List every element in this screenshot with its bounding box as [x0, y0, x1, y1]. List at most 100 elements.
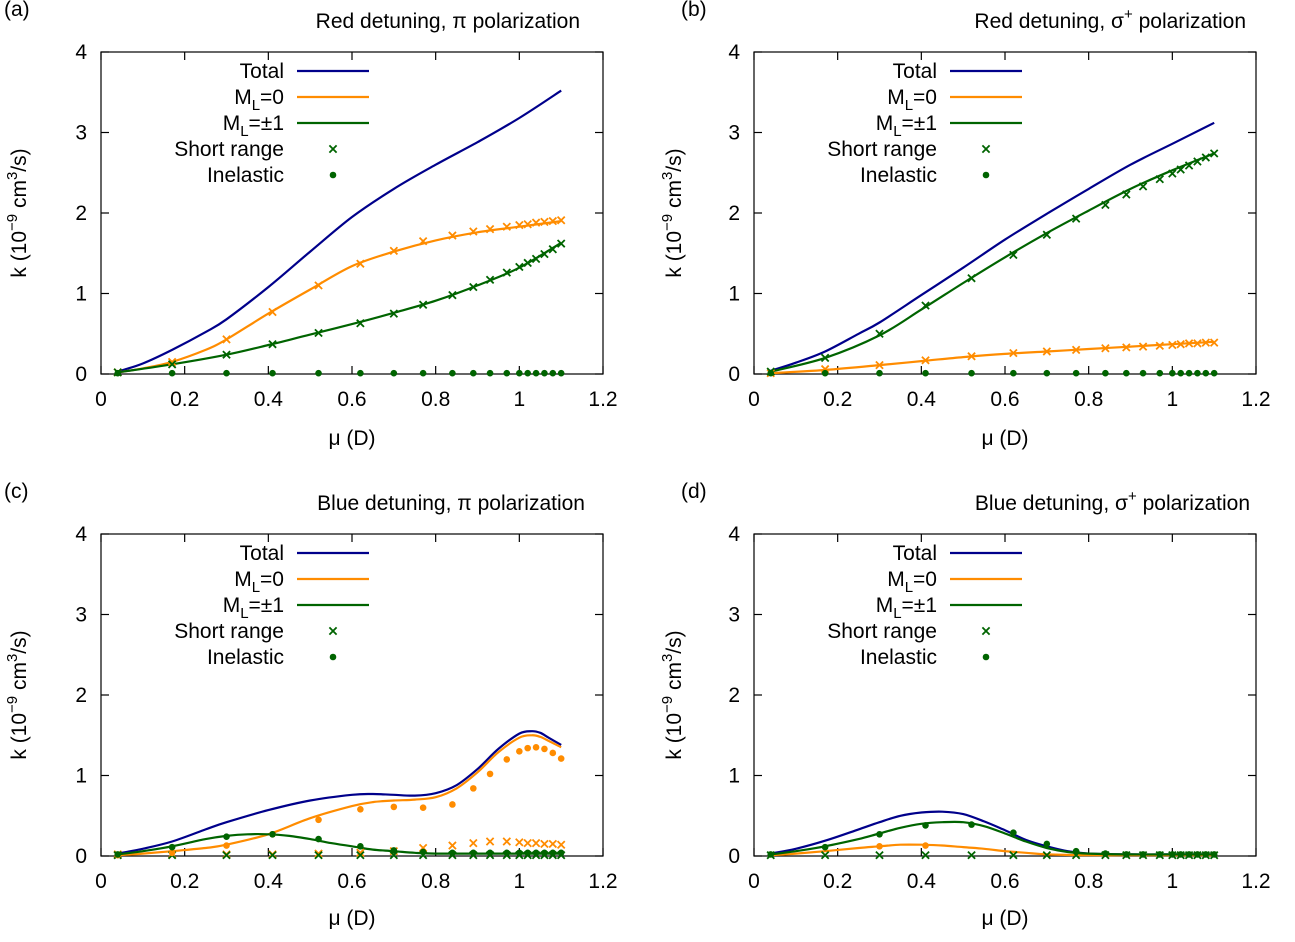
inelastic-point [419, 848, 427, 856]
chart-title-text: Blue detuning, π polarization [317, 492, 585, 515]
short-range-point [389, 246, 399, 256]
inelastic-point [767, 851, 775, 858]
series-line-total [770, 121, 1215, 372]
short-range-point [469, 838, 478, 848]
y-axis-label: k (10−9 cm3/s) [659, 630, 686, 759]
inelastic-point [1185, 851, 1193, 858]
series-line-ml0 [117, 734, 562, 857]
inelastic-point [516, 849, 523, 857]
chart-title: Red detuning, σ+ polarization [974, 6, 1246, 33]
inelastic-point [315, 816, 322, 824]
short-range-point [1122, 343, 1131, 352]
short-range-point [1042, 347, 1052, 356]
inelastic-point [114, 369, 122, 377]
x-axis-label: μ (D) [981, 427, 1028, 450]
short-range-point [540, 249, 549, 259]
inelastic-point [541, 849, 548, 857]
short-range-point [875, 329, 884, 338]
inelastic-point [269, 830, 276, 838]
chart-panel-2: (b) Red detuning, σ+ polarization 0 0.2 0.4 0… [659, 0, 1271, 450]
legend-label: ML=0 [234, 568, 284, 596]
plot-frame [753, 51, 1257, 375]
short-range-point [875, 360, 884, 370]
x-tick-label: 1.2 [588, 870, 617, 893]
legend-label: Inelastic [860, 646, 937, 669]
legend-label: Total [240, 60, 284, 83]
short-range-point [1071, 345, 1081, 355]
y-tick-label: 0 [75, 363, 87, 386]
x-tick-label: 1.2 [1241, 388, 1270, 411]
inelastic-point [114, 851, 122, 858]
x-tick-label: 1 [513, 388, 525, 411]
inelastic-point [1010, 369, 1017, 377]
short-range-point [222, 350, 231, 359]
short-range-point [448, 290, 457, 300]
y-label-part: cm [8, 662, 31, 696]
y-tick-label: 0 [75, 845, 87, 868]
short-range-point [1009, 348, 1018, 358]
inelastic-point [357, 369, 364, 377]
legend-text: M [234, 86, 252, 109]
chart-title-text: Red detuning, σ [974, 10, 1124, 33]
series-line-total [117, 89, 562, 373]
short-range-point [1168, 340, 1177, 350]
legend-text: Total [240, 542, 284, 565]
short-range-point [314, 849, 323, 858]
inelastic-point [922, 842, 929, 849]
short-range-point [389, 850, 399, 860]
y-label-part: /s) [8, 630, 31, 653]
y-label-superscript: −9 [659, 214, 676, 231]
legend-text-rest: =0 [913, 86, 937, 109]
short-range-point [515, 262, 524, 272]
y-label-part: k (10 [663, 713, 686, 760]
inelastic-point [1194, 369, 1201, 377]
legend-subscript: L [905, 97, 913, 114]
series-line-ml1 [770, 152, 1215, 373]
plot-frame [100, 533, 604, 857]
short-range-point [1184, 161, 1194, 170]
y-label-part: /s) [663, 148, 686, 171]
short-range-point [222, 850, 231, 860]
short-range-point [469, 282, 478, 292]
inelastic-point [1043, 840, 1051, 848]
short-range-point [1209, 149, 1219, 158]
inelastic-point [390, 847, 398, 854]
legend-text: Total [893, 60, 937, 83]
inelastic-point [1210, 851, 1218, 858]
inelastic-point [390, 803, 398, 811]
inelastic-point [1177, 851, 1184, 858]
y-tick-label: 0 [728, 845, 740, 868]
short-range-point [540, 839, 549, 849]
inelastic-point [1169, 369, 1176, 377]
short-range-point [921, 301, 930, 310]
series-line-total [117, 730, 562, 855]
y-tick-label: 2 [75, 202, 87, 225]
short-range-point [1193, 157, 1202, 166]
chart-panel-4: (d) Blue detuning, σ+ polarization 0 0.2 0.4… [659, 480, 1271, 930]
x-tick-label: 0 [95, 870, 107, 893]
short-range-point [268, 339, 277, 349]
x-tick-label: 0.8 [421, 388, 450, 411]
legend-text: M [876, 112, 894, 135]
y-label-part: k (10 [663, 231, 686, 278]
x-tick-label: 1 [1166, 870, 1178, 893]
short-range-point [921, 850, 930, 860]
short-range-point [531, 218, 541, 227]
legend-subscript: L [893, 123, 901, 140]
short-range-point [1138, 342, 1148, 351]
legend-text: M [887, 568, 905, 591]
legend-dot-sample [329, 171, 337, 179]
y-label-superscript: 3 [4, 654, 21, 662]
inelastic-point [449, 849, 456, 857]
short-range-point [515, 220, 524, 230]
legend-dot-sample [982, 171, 990, 179]
inelastic-point [1202, 851, 1210, 858]
inelastic-point [419, 369, 427, 377]
inelastic-point [223, 369, 230, 377]
legend-label: Short range [827, 138, 937, 161]
inelastic-point [1043, 369, 1051, 377]
inelastic-point [1123, 851, 1130, 858]
short-range-point [967, 273, 976, 283]
legend-label: ML=0 [234, 86, 284, 114]
